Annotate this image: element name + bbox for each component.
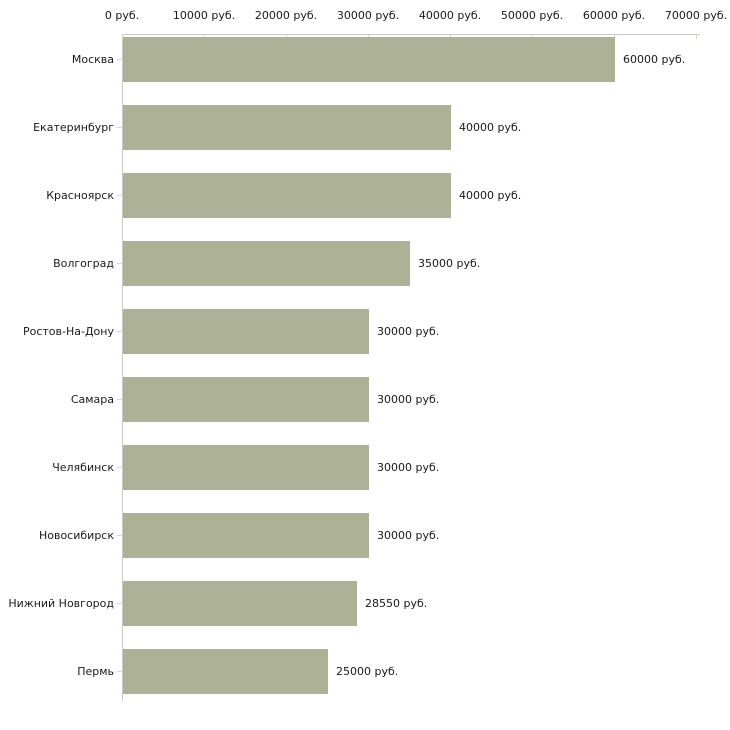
bar [123,377,369,422]
category-label: Самара [70,393,114,406]
value-label: 30000 руб. [377,461,440,474]
value-label: 25000 руб. [336,665,399,678]
x-axis-tick-label: 30000 руб. [336,9,400,22]
y-axis-tick-mark [117,535,122,536]
category-label: Новосибирск [38,529,114,542]
bar-row: Самара 30000 руб. [0,377,730,422]
bar [123,581,357,626]
bar [123,37,615,82]
bar-row: Ростов-На-Дону 30000 руб. [0,309,730,354]
category-label: Челябинск [52,461,114,474]
y-axis-tick-mark [117,331,122,332]
y-axis-line [122,34,123,701]
x-axis-tick-label: 40000 руб. [418,9,482,22]
y-axis-tick-mark [117,671,122,672]
y-axis-tick-mark [117,59,122,60]
bar [123,649,328,694]
x-axis-tick-mark [122,35,123,39]
bar-row: Нижний Новгород 28550 руб. [0,581,730,626]
value-label: 28550 руб. [365,597,428,610]
category-label: Ростов-На-Дону [22,325,114,338]
bar [123,309,369,354]
x-axis-tick-label: 70000 руб. [664,9,728,22]
category-label: Екатеринбург [33,121,114,134]
y-axis-tick-mark [117,195,122,196]
value-label: 40000 руб. [459,121,522,134]
x-axis-tick-label: 20000 руб. [254,9,318,22]
bar [123,173,451,218]
y-axis-tick-mark [117,467,122,468]
bar-row: Новосибирск 30000 руб. [0,513,730,558]
bar [123,105,451,150]
x-axis-tick-mark [696,35,697,39]
bar-row: Москва 60000 руб. [0,37,730,82]
category-label: Пермь [77,665,114,678]
bar-row: Екатеринбург 40000 руб. [0,105,730,150]
category-label: Волгоград [53,257,114,270]
category-label: Москва [71,53,114,66]
x-axis-tick-label: 60000 руб. [582,9,646,22]
x-axis-tick-label: 50000 руб. [500,9,564,22]
value-label: 30000 руб. [377,529,440,542]
bar-row: Челябинск 30000 руб. [0,445,730,490]
category-label: Нижний Новгород [8,597,114,610]
y-axis-tick-mark [117,399,122,400]
x-axis-tick-label: 10000 руб. [172,9,236,22]
bar [123,445,369,490]
y-axis-tick-mark [117,127,122,128]
value-label: 30000 руб. [377,393,440,406]
value-label: 30000 руб. [377,325,440,338]
value-label: 40000 руб. [459,189,522,202]
y-axis-tick-mark [117,263,122,264]
value-label: 60000 руб. [623,53,686,66]
bar-row: Пермь 25000 руб. [0,649,730,694]
bar [123,241,410,286]
y-axis-tick-mark [117,603,122,604]
value-label: 35000 руб. [418,257,481,270]
bar [123,513,369,558]
x-axis-tick-label: 0 руб. [104,9,140,22]
bar-row: Волгоград 35000 руб. [0,241,730,286]
bar-row: Красноярск 40000 руб. [0,173,730,218]
x-axis-line [122,34,700,35]
category-label: Красноярск [46,189,114,202]
